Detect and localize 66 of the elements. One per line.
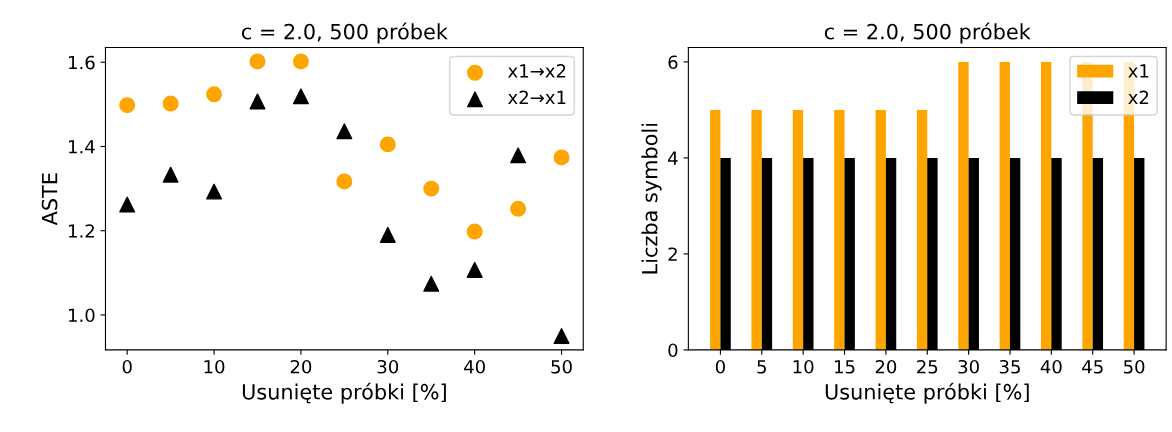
bar — [1041, 61, 1052, 350]
bar — [999, 61, 1010, 350]
x-tick-label: 0 — [122, 359, 132, 374]
point — [336, 123, 353, 140]
x-axis-title: Usunięte próbki [%] — [825, 382, 1029, 404]
point — [379, 226, 396, 243]
x-tick-label: 10 — [204, 359, 225, 374]
point — [336, 173, 353, 190]
bar — [792, 109, 804, 350]
chart-title: c = 2.0, 500 próbek — [241, 22, 448, 44]
legend-label: x2 — [1128, 90, 1149, 104]
x-tick-label: 15 — [835, 360, 855, 374]
point — [466, 261, 483, 278]
chart-title: c = 2.0, 500 próbek — [824, 22, 1031, 44]
x-tick-label: 20 — [290, 359, 312, 374]
x-tick-label: 5 — [757, 360, 766, 374]
x-tick-label: 25 — [917, 359, 938, 374]
point — [249, 53, 266, 70]
x-axis-title: Usunięte próbki [%] — [242, 382, 446, 404]
bar — [916, 109, 928, 350]
bar — [875, 109, 886, 350]
legend-label: x1 — [1128, 64, 1149, 78]
x-tick-label: 50 — [1123, 359, 1145, 374]
x-tick-label: 30 — [958, 359, 979, 374]
point — [292, 53, 309, 70]
x-tick-label: 0 — [715, 359, 725, 374]
y-tick-label: 4 — [668, 151, 678, 165]
point — [292, 88, 309, 105]
y-tick-label: 6 — [668, 55, 678, 70]
x-tick-label: 35 — [999, 359, 1020, 374]
y-axis-title: ASTE — [41, 173, 58, 226]
x-tick-label: 45 — [1082, 360, 1103, 374]
bar — [834, 109, 845, 350]
point — [423, 275, 440, 292]
x-tick-label: 40 — [1040, 359, 1062, 374]
legend-label: x2→x1 — [508, 90, 566, 104]
y-tick-label: 1.2 — [69, 224, 94, 238]
x-tick-label: 50 — [551, 359, 572, 374]
x-tick-label: 10 — [793, 359, 814, 374]
point — [162, 95, 179, 112]
x-tick-label: 20 — [875, 359, 897, 374]
y-axis-title: Liczba symboli — [641, 123, 662, 274]
x-tick-label: 30 — [377, 359, 399, 374]
point — [553, 149, 570, 166]
point — [119, 196, 136, 213]
bar — [958, 61, 969, 350]
y-tick-label: 0 — [668, 343, 678, 358]
point — [162, 166, 179, 183]
point — [423, 180, 440, 197]
point — [379, 136, 396, 153]
bar — [751, 109, 762, 350]
point — [206, 86, 223, 103]
point — [466, 223, 483, 240]
point — [553, 328, 570, 344]
y-tick-label: 2 — [668, 247, 677, 261]
y-tick-label: 1.6 — [69, 55, 95, 70]
point — [206, 183, 223, 200]
x-tick-label: 40 — [464, 359, 485, 374]
bar — [710, 109, 721, 350]
y-tick-label: 1.0 — [69, 308, 95, 323]
point — [119, 97, 136, 114]
point — [249, 93, 266, 110]
point — [510, 200, 527, 217]
point — [510, 147, 527, 164]
legend-label: x1→x2 — [508, 64, 566, 78]
y-tick-label: 1.4 — [69, 140, 95, 154]
